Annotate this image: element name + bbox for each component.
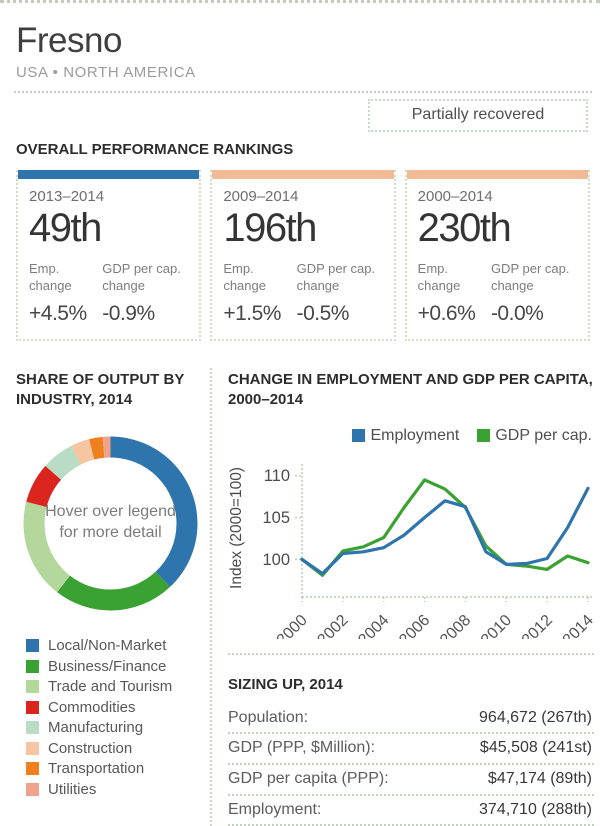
legend-item-commodities[interactable]: Commodities <box>26 697 210 718</box>
industry-column: SHARE OF OUTPUT BY INDUSTRY, 2014 Hover … <box>16 368 210 826</box>
header: Fresno USA • NORTH AMERICA Partially rec… <box>14 21 592 132</box>
legend-swatch <box>26 680 39 694</box>
sizing-table: Population: 964,672 (267th) GDP (PPP, $M… <box>228 704 594 826</box>
legend-item-transportation[interactable]: Transportation <box>26 759 210 780</box>
legend-item-utilities[interactable]: Utilities <box>26 779 210 800</box>
card-rank: 196th <box>223 206 317 251</box>
card-rank: 49th <box>29 206 102 251</box>
ranking-card-2000-2014: 2000–2014 230th Emp. change +0.6% GDP pe… <box>404 170 590 342</box>
table-row-employment: Employment: 374,710 (288th) <box>228 796 594 826</box>
legend-item-local-non-market[interactable]: Local/Non-Market <box>26 636 210 657</box>
region-subtitle: USA • NORTH AMERICA <box>16 64 196 81</box>
emp-change-label: Emp. change <box>223 261 266 294</box>
gdp-change-label: GDP per cap. change <box>296 261 376 294</box>
ranking-cards: 2013–2014 49th Emp. change +4.5% GDP per… <box>16 170 590 342</box>
rankings-heading: OVERALL PERFORMANCE RANKINGS <box>16 141 294 158</box>
line-chart-legend: Employment GDP per cap. <box>228 427 592 445</box>
svg-text:110: 110 <box>264 467 290 485</box>
gdp-change-label: GDP per cap. change <box>102 261 181 294</box>
sizing-heading: SIZING UP, 2014 <box>228 675 343 693</box>
legend-item-trade-and-tourism[interactable]: Trade and Tourism <box>26 677 210 698</box>
emp-change-value: +4.5% <box>29 302 87 326</box>
svg-text:2012: 2012 <box>519 611 556 638</box>
svg-text:2000: 2000 <box>274 611 311 638</box>
legend-swatch <box>26 782 39 796</box>
card-period: 2009–2014 <box>223 188 299 206</box>
rankings-section: OVERALL PERFORMANCE RANKINGS 2013–2014 4… <box>16 140 590 342</box>
legend-swatch <box>26 659 39 673</box>
svg-text:Index (2000=100): Index (2000=100) <box>228 467 245 589</box>
recovery-status-badge: Partially recovered <box>368 99 588 132</box>
svg-text:2002: 2002 <box>314 611 351 638</box>
card-period: 2000–2014 <box>417 188 493 206</box>
legend-item-manufacturing[interactable]: Manufacturing <box>26 718 210 739</box>
legend-swatch <box>26 721 39 735</box>
card-accent-bar <box>406 170 588 180</box>
svg-text:2014: 2014 <box>560 611 594 638</box>
gdp-change-label: GDP per cap. change <box>490 261 570 294</box>
svg-text:100: 100 <box>262 550 290 568</box>
card-accent-bar <box>18 170 200 180</box>
ranking-card-2009-2014: 2009–2014 196th Emp. change +1.5% GDP pe… <box>210 170 396 342</box>
legend-swatch <box>26 700 39 714</box>
emp-change-value: +1.5% <box>223 302 281 326</box>
status-row: Partially recovered <box>16 99 588 132</box>
table-row-gdp-per-capita: GDP per capita (PPP): $47,174 (89th) <box>228 765 594 796</box>
main-content: SHARE OF OUTPUT BY INDUSTRY, 2014 Hover … <box>16 368 594 826</box>
gdp-change-value: -0.9% <box>102 302 155 326</box>
svg-text:105: 105 <box>262 509 290 527</box>
ranking-card-2013-2014: 2013–2014 49th Emp. change +4.5% GDP per… <box>16 170 202 342</box>
table-row-population: Population: 964,672 (267th) <box>228 704 594 735</box>
legend-item-gdp-per-cap[interactable]: GDP per cap. <box>477 427 592 445</box>
emp-change-label: Emp. change <box>29 261 72 294</box>
legend-swatch <box>26 639 39 653</box>
header-divider <box>14 91 592 93</box>
industry-donut-wrap: Hover over legend for more detail <box>18 431 203 616</box>
donut-hover-note: Hover over legend for more detail <box>45 503 176 542</box>
card-accent-bar <box>212 170 394 180</box>
svg-text:2006: 2006 <box>396 611 433 638</box>
legend-swatch <box>477 429 491 443</box>
legend-item-construction[interactable]: Construction <box>26 738 210 759</box>
gdp-change-value: -0.0% <box>490 302 544 326</box>
gdp-change-value: -0.5% <box>296 302 350 326</box>
legend-swatch <box>26 762 39 776</box>
svg-text:2004: 2004 <box>355 611 392 638</box>
legend-swatch <box>26 741 39 755</box>
table-row-gdp: GDP (PPP, $Million): $45,508 (241st) <box>228 734 594 765</box>
industry-legend: Local/Non-Market Business/Finance Trade … <box>26 636 210 800</box>
employment-column: CHANGE IN EMPLOYMENT AND GDP PER CAPITA,… <box>210 368 594 826</box>
emp-change-value: +0.6% <box>417 302 476 326</box>
legend-item-business-finance[interactable]: Business/Finance <box>26 656 210 677</box>
card-rank: 230th <box>417 206 512 251</box>
city-profile-page: Fresno USA • NORTH AMERICA Partially rec… <box>0 3 600 826</box>
svg-text:2010: 2010 <box>478 611 515 638</box>
sizing-divider <box>228 652 594 655</box>
legend-item-employment[interactable]: Employment <box>352 427 459 445</box>
legend-swatch <box>352 429 366 443</box>
industry-heading: SHARE OF OUTPUT BY INDUSTRY, 2014 <box>16 371 185 409</box>
page-title: Fresno <box>16 21 122 60</box>
emp-change-label: Emp. change <box>417 261 461 294</box>
employment-chart-heading: CHANGE IN EMPLOYMENT AND GDP PER CAPITA,… <box>228 371 593 409</box>
industry-donut-chart <box>23 436 198 611</box>
svg-text:2008: 2008 <box>437 611 474 638</box>
card-period: 2013–2014 <box>29 188 105 206</box>
